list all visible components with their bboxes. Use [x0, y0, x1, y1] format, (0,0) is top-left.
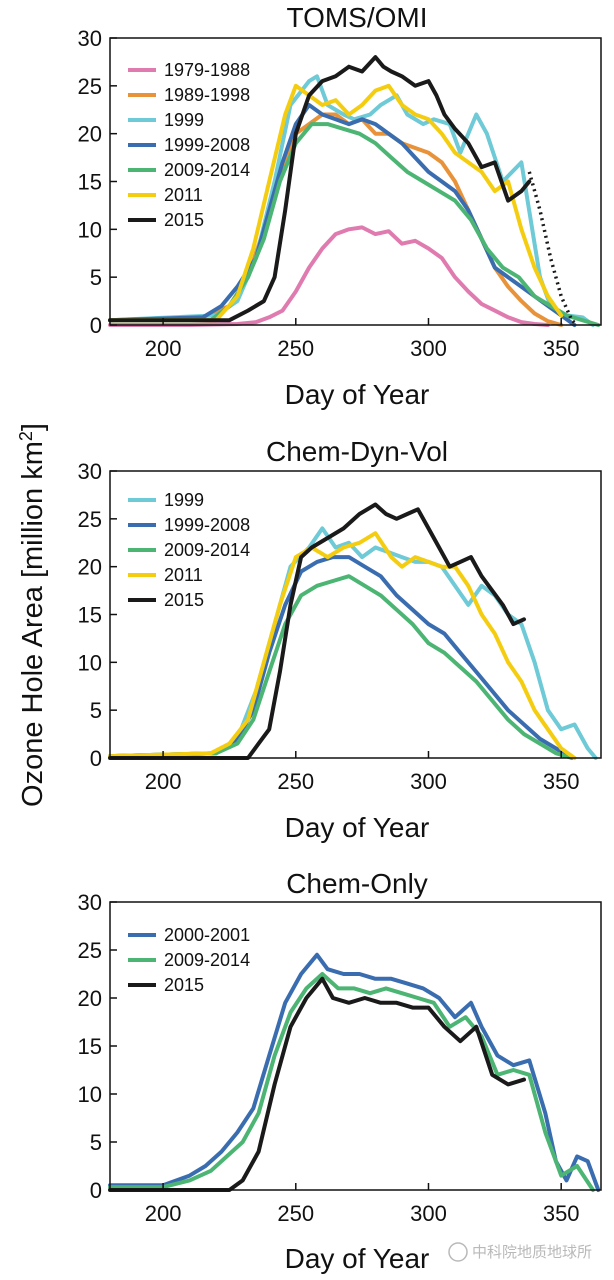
y-tick-label-2-7: 30 [78, 459, 102, 484]
panel-chem-dyn-vol: Chem-Dyn-Vol 0 5 10 15 20 25 30 200 250 300 350 199… [78, 436, 602, 843]
y-axis-label: Ozone Hole Area [million km2] [16, 423, 49, 807]
panel-title-1: TOMS/OMI [286, 2, 427, 33]
series-line-2-2 [108, 555, 574, 760]
series-line-2-5 [108, 502, 526, 760]
x-tick-label-1-1: 200 [145, 336, 182, 361]
x-axis-label-2: Day of Year [285, 812, 430, 843]
y-tick-label-1-2: 5 [90, 265, 102, 290]
legend-label-1-2: 1989-1998 [164, 85, 250, 105]
series-line-2-3 [108, 574, 574, 760]
dotted-extrapolation-line [527, 171, 579, 327]
x-tick-label-2-4: 350 [543, 769, 580, 794]
y-tick-label-2-4: 15 [78, 603, 102, 628]
y-tick-label-1-3: 10 [78, 217, 102, 242]
legend-label-1-4: 1999-2008 [164, 135, 250, 155]
panel-toms-omi: TOMS/OMI 0 5 10 15 20 25 30 200 250 300 350 1979-19… [78, 2, 602, 410]
legend-label-3-2: 2009-2014 [164, 950, 250, 970]
y-tick-label-1-4: 15 [78, 170, 102, 195]
series-line-3-2 [108, 972, 595, 1192]
x-tick-label-2-2: 250 [277, 769, 314, 794]
legend-label-3-3: 2015 [164, 975, 204, 995]
legend-label-2-5: 2015 [164, 590, 204, 610]
series-line-1-4 [108, 103, 577, 327]
series-line-1-1 [108, 225, 550, 327]
y-tick-label-3-4: 15 [78, 1034, 102, 1059]
x-tick-label-2-3: 300 [410, 769, 447, 794]
y-axis-label-text: Ozone Hole Area [million km [17, 441, 49, 807]
y-tick-label-3-5: 20 [78, 986, 102, 1011]
x-tick-label-1-4: 350 [543, 336, 580, 361]
legend-label-2-3: 2009-2014 [164, 540, 250, 560]
legend-label-1-3: 1999 [164, 110, 204, 130]
legend-label-1-7: 2015 [164, 210, 204, 230]
panel-title-3: Chem-Only [286, 868, 428, 899]
watermark: 中科院地质地球所 [448, 1242, 592, 1262]
x-tick-label-3-3: 300 [410, 1201, 447, 1226]
y-tick-label-2-3: 10 [78, 650, 102, 675]
x-tick-label-1-3: 300 [410, 336, 447, 361]
y-tick-label-1-6: 25 [78, 74, 102, 99]
legend-label-3-1: 2000-2001 [164, 925, 250, 945]
legend-label-2-1: 1999 [164, 490, 204, 510]
y-tick-label-2-5: 20 [78, 555, 102, 580]
y-tick-label-3-2: 5 [90, 1130, 102, 1155]
x-axis-label-1: Day of Year [285, 379, 430, 410]
y-tick-label-3-7: 30 [78, 890, 102, 915]
y-tick-label-2-1: 0 [90, 746, 102, 771]
legend-label-1-6: 2011 [164, 185, 203, 205]
series-line-1-5 [108, 122, 601, 327]
series-line-2-4 [108, 531, 577, 760]
axes-frame-3 [109, 901, 602, 1191]
x-tick-label-1-2: 250 [277, 336, 314, 361]
x-axis-label-3: Day of Year [285, 1243, 430, 1274]
y-axis-label-sup: 2 [16, 431, 36, 441]
y-tick-label-1-7: 30 [78, 26, 102, 51]
plot-area-1: 0 5 10 15 20 25 30 200 250 300 350 1979-1988 1989-19… [78, 26, 602, 361]
y-tick-label-3-3: 10 [78, 1082, 102, 1107]
series-line-1-7 [108, 55, 532, 323]
x-tick-label-3-4: 350 [543, 1201, 580, 1226]
y-axis-label-end: ] [17, 423, 49, 431]
legend-label-1-5: 2009-2014 [164, 160, 250, 180]
x-tick-label-2-1: 200 [145, 769, 182, 794]
panel-title-2: Chem-Dyn-Vol [266, 436, 448, 467]
x-tick-label-3-2: 250 [277, 1201, 314, 1226]
plot-area-3: 0 5 10 15 20 25 30 200 250 300 350 2000-2001 2009-20… [78, 890, 602, 1226]
plot-area-2: 0 5 10 15 20 25 30 200 250 300 350 1999 1999-2008 200… [78, 459, 602, 794]
legend-label-2-4: 2011 [164, 565, 203, 585]
y-tick-label-2-6: 25 [78, 507, 102, 532]
series-line-3-3 [108, 976, 526, 1192]
panel-chem-only: Chem-Only 0 5 10 15 20 25 30 200 250 300 350 2000-2… [78, 868, 602, 1274]
watermark-icon [448, 1242, 468, 1262]
y-tick-label-1-1: 0 [90, 313, 102, 338]
x-tick-label-3-1: 200 [145, 1201, 182, 1226]
series-line-3-1 [108, 952, 601, 1192]
watermark-text: 中科院地质地球所 [472, 1243, 592, 1261]
y-tick-label-3-6: 25 [78, 938, 102, 963]
legend-label-2-2: 1999-2008 [164, 515, 250, 535]
y-tick-label-1-5: 20 [78, 122, 102, 147]
legend-label-1-1: 1979-1988 [164, 60, 250, 80]
y-tick-label-2-2: 5 [90, 698, 102, 723]
y-tick-label-3-1: 0 [90, 1178, 102, 1203]
